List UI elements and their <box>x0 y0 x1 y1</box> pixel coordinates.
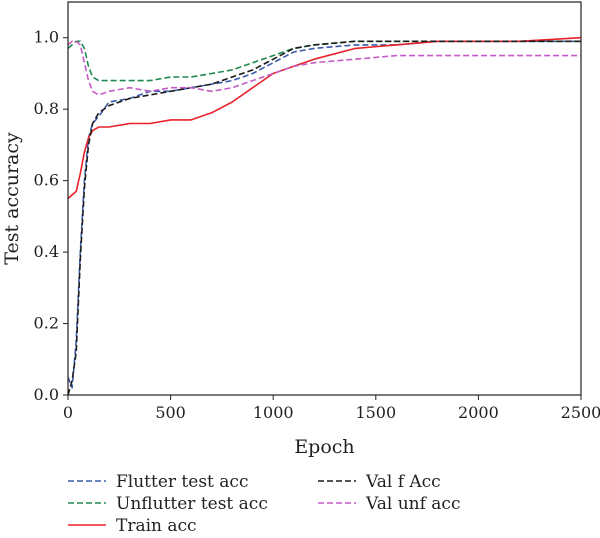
y-tick-label: 0.4 <box>34 242 59 261</box>
x-tick-label: 1000 <box>253 403 294 422</box>
legend-label: Flutter test acc <box>116 472 248 492</box>
x-axis: 0 500 1000 1500 2000 2500 <box>63 395 600 422</box>
y-tick-label: 0.2 <box>34 314 59 333</box>
series-line-3 <box>68 36 581 200</box>
x-tick-label: 1500 <box>355 403 396 422</box>
y-tick-label: 0.8 <box>34 99 59 118</box>
x-tick-label: 500 <box>155 403 186 422</box>
y-tick-label: 0.6 <box>34 171 59 190</box>
x-tick-label: 0 <box>63 403 73 422</box>
series-layer <box>68 36 581 395</box>
series-line-5 <box>68 40 581 96</box>
x-tick-label: 2500 <box>561 403 600 422</box>
series-line-2 <box>68 40 581 82</box>
legend-label: Unflutter test acc <box>116 494 268 514</box>
series-line-1 <box>68 40 581 389</box>
legend-label: Val f Acc <box>365 472 441 492</box>
plot-frame <box>67 1 582 396</box>
y-axis: 0.0 0.2 0.4 0.6 0.8 1.0 <box>34 28 68 404</box>
y-tick-label: 1.0 <box>34 28 59 47</box>
x-tick-label: 2000 <box>458 403 499 422</box>
legend-label: Train acc <box>116 516 197 536</box>
legend-label: Val unf acc <box>365 494 460 514</box>
y-axis-label: Test accuracy <box>1 132 23 265</box>
x-axis-label: Epoch <box>294 436 354 458</box>
series-line-4 <box>68 40 581 395</box>
y-tick-label: 0.0 <box>34 385 59 404</box>
